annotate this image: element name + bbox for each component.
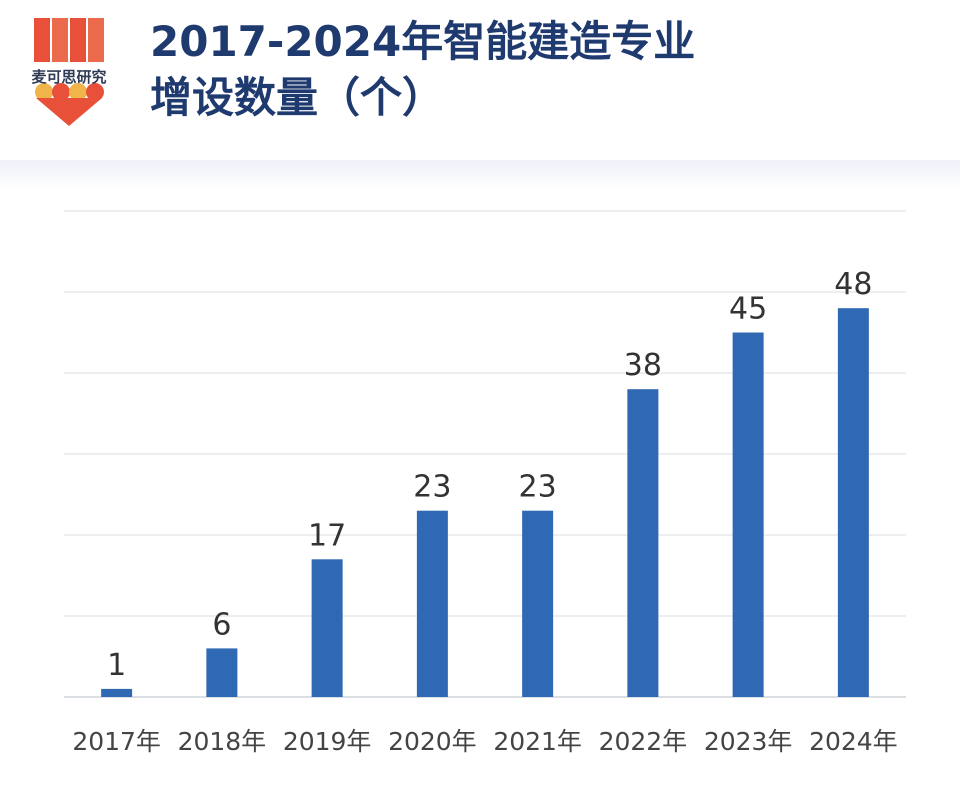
data-label: 17 xyxy=(308,518,346,553)
bar-2021年 xyxy=(522,510,554,697)
title-line-1: 2017-2024年智能建造专业 xyxy=(150,17,696,66)
header: 麦可思研究 2017-2024年智能建造专业 增设数量（个） xyxy=(0,0,960,160)
data-label: 6 xyxy=(212,607,231,642)
x-tick-label: 2017年 xyxy=(72,727,161,756)
x-tick-label: 2018年 xyxy=(178,727,267,756)
x-axis-ticks: 2017年 2018年 2019年 2020年 2021年 2022年 2023年 2024年 xyxy=(72,727,897,756)
logo-icon xyxy=(34,18,104,126)
data-label: 23 xyxy=(519,470,557,505)
data-label: 45 xyxy=(729,292,767,327)
header-divider-band xyxy=(0,160,960,190)
x-tick-label: 2020年 xyxy=(388,727,477,756)
title-line-2: 增设数量（个） xyxy=(150,73,445,122)
bar-2017年 xyxy=(101,688,133,697)
x-tick-label: 2024年 xyxy=(809,727,898,756)
bar-2024年 xyxy=(837,308,869,697)
bar-2020年 xyxy=(416,510,448,697)
data-label: 1 xyxy=(107,648,126,683)
x-tick-label: 2023年 xyxy=(704,727,793,756)
data-label: 38 xyxy=(624,348,662,383)
bar-2022年 xyxy=(627,389,659,697)
data-labels: 1 6 17 23 23 38 45 48 xyxy=(107,267,872,683)
data-label: 23 xyxy=(413,470,451,505)
bar-2023年 xyxy=(732,332,764,697)
bars xyxy=(101,308,869,697)
bar-2019年 xyxy=(311,559,343,697)
gridlines xyxy=(64,210,906,698)
x-tick-label: 2021年 xyxy=(493,727,582,756)
data-label: 48 xyxy=(834,267,872,302)
bar-2018年 xyxy=(206,648,238,697)
x-tick-label: 2022年 xyxy=(599,727,688,756)
x-tick-label: 2019年 xyxy=(283,727,372,756)
logo-text: 麦可思研究 xyxy=(31,68,107,86)
logo: 麦可思研究 xyxy=(30,18,108,130)
page-title: 2017-2024年智能建造专业 增设数量（个） xyxy=(150,14,695,126)
